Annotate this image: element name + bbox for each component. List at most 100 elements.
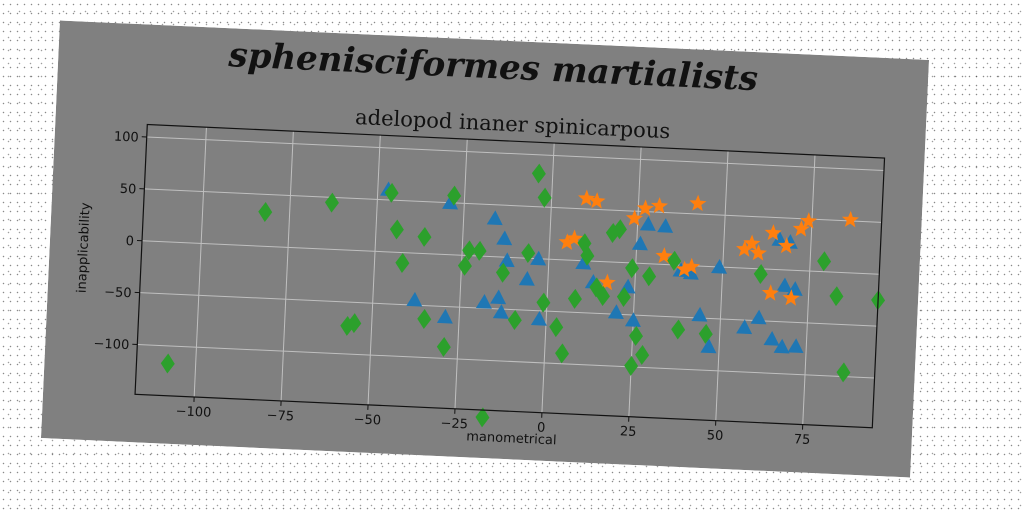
tick-labels: −100 −75 −50 −25 0 25 50 75 −100 −50 0 50 100 [93,130,810,448]
diamond-point [567,288,582,309]
diamond-point [753,264,768,285]
triangle-point [639,216,656,231]
triangle-point [530,250,547,266]
triangle-point [496,230,513,246]
x-tick-label: 0 [537,421,546,436]
star-point [749,244,767,261]
diamond-point [836,362,851,383]
triangle-point [750,309,767,325]
triangle-point [575,254,592,270]
diamond-point [462,240,477,261]
chart: spheniscif​ormes martialists adelopod in… [40,20,930,478]
star-point [636,199,654,217]
diamond-point [817,251,832,272]
diamond-point [457,255,472,276]
star-point [578,189,596,207]
triangle-point [624,312,641,327]
x-tick-label: 25 [620,424,637,440]
diamond-point [616,286,631,307]
diamond-point [625,258,640,279]
y-tick-label: 0 [125,234,134,249]
triangle-point [776,277,793,293]
x-tick-label: 75 [793,432,810,448]
triangle-point [657,218,674,233]
diamond-point [160,353,175,374]
diamond-point [537,187,552,208]
diamond-point [531,163,546,184]
diamond-point [549,317,564,338]
triangle-point [436,308,453,324]
triangle-point [406,291,423,307]
data-points [160,163,886,428]
diamond-point [495,262,510,283]
star-point [689,194,707,212]
x-tick-label: −100 [175,404,211,421]
y-tick-label: 100 [114,130,139,146]
star-point [625,209,644,226]
star-point [650,197,669,214]
triangle-point [631,235,648,251]
plot-frame [134,123,886,429]
diamond-point [417,309,432,330]
y-grid-line [141,240,880,275]
triangle-point [498,252,515,268]
x-grid-line [280,131,294,401]
triangle-point [711,258,728,274]
diamond-point [671,319,686,340]
x-grid-line [541,143,555,413]
x-tick-label: −75 [266,408,294,424]
diamond-point [384,182,399,203]
diamond-point [475,407,490,428]
x-grid-line [802,154,816,425]
diamond-point [829,286,844,307]
star-point [736,240,754,257]
triangle-point [773,338,790,354]
diamond-point [472,240,487,261]
triangle-point [530,311,547,326]
diamond-point [635,344,650,365]
diamond-point [417,226,432,247]
chart-card: spheniscif​ormes martialists adelopod in… [40,20,930,478]
star-point [683,257,701,275]
triangle-point [442,194,459,210]
x-grid-line [367,135,381,405]
diamond-point [698,323,713,344]
x-grid-line [715,150,729,421]
triangle-point [736,319,753,335]
diamond-point [536,292,551,313]
triangle-point [492,304,509,319]
triangle-point [607,304,624,319]
triangle-point [475,294,492,309]
star-point [588,192,606,209]
triangle-point [518,271,535,286]
star-point [655,247,673,264]
diamond-point [395,252,410,273]
x-tick-label: −50 [353,412,381,428]
triangle-point [787,338,804,354]
star-point [800,212,818,229]
diamond-point [624,355,639,376]
diamond-point [629,325,644,346]
star-point [782,289,800,306]
star-point [598,273,616,291]
triangle-point [700,338,717,354]
diamond-point [589,277,604,298]
y-grid-line [146,136,884,171]
diamond-point [507,310,522,331]
star-point [761,284,780,301]
star-point [841,210,860,228]
diamond-point [324,192,339,213]
triangle-point [771,231,788,247]
y-grid-line [144,188,882,223]
diamond-point [595,286,610,306]
x-tick-label: 50 [706,428,723,444]
y-tick-label: 50 [119,182,136,198]
triangle-point [682,264,699,280]
x-tick-label: −25 [440,416,468,432]
diamond-point [347,313,362,334]
star-point [675,260,693,277]
diamond-point [667,250,682,271]
diamond-point [436,336,451,357]
diamond-point [555,343,570,364]
star-point [777,237,796,254]
